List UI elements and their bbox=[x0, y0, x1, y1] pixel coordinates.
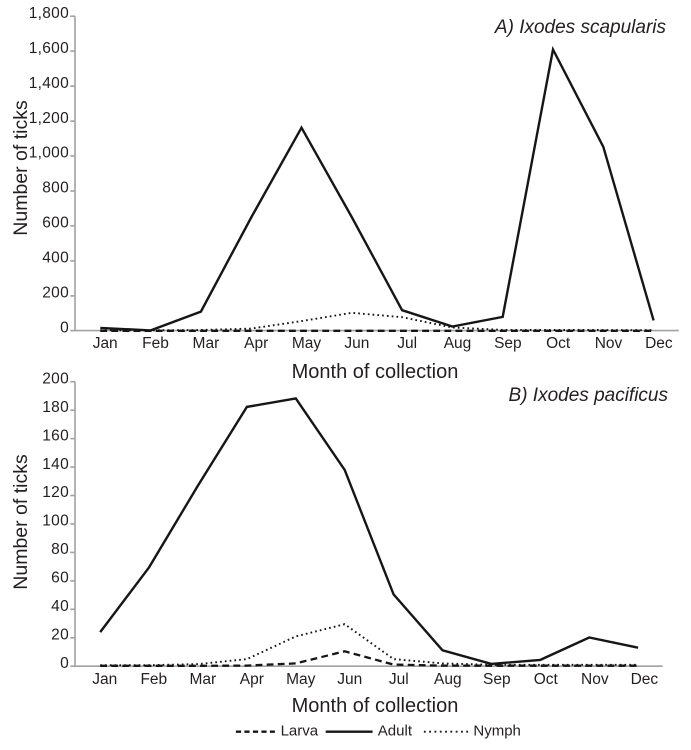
svg-text:B) Ixodes pacificus: B) Ixodes pacificus bbox=[509, 385, 669, 406]
svg-text:400: 400 bbox=[42, 250, 69, 267]
svg-text:100: 100 bbox=[42, 513, 69, 530]
svg-text:Jan: Jan bbox=[93, 335, 118, 352]
svg-text:120: 120 bbox=[42, 484, 69, 501]
svg-text:Jun: Jun bbox=[344, 335, 369, 352]
svg-text:Dec: Dec bbox=[631, 671, 659, 688]
svg-text:0: 0 bbox=[60, 319, 69, 336]
svg-text:Number of ticks: Number of ticks bbox=[10, 454, 32, 590]
svg-text:60: 60 bbox=[51, 570, 69, 587]
svg-text:Apr: Apr bbox=[240, 671, 264, 688]
svg-text:May: May bbox=[286, 671, 316, 688]
svg-text:600: 600 bbox=[42, 215, 69, 232]
svg-text:200: 200 bbox=[42, 370, 69, 387]
svg-text:Number of ticks: Number of ticks bbox=[10, 100, 32, 236]
svg-text:Larva: Larva bbox=[281, 723, 319, 740]
svg-text:80: 80 bbox=[51, 541, 69, 558]
svg-text:Jul: Jul bbox=[397, 335, 417, 352]
svg-text:Oct: Oct bbox=[546, 335, 571, 352]
svg-text:Jun: Jun bbox=[337, 671, 362, 688]
svg-text:Month of collection: Month of collection bbox=[292, 695, 459, 717]
svg-text:Month of collection: Month of collection bbox=[292, 361, 459, 383]
svg-text:20: 20 bbox=[51, 627, 69, 644]
svg-text:Mar: Mar bbox=[193, 335, 220, 352]
svg-text:Sep: Sep bbox=[483, 671, 511, 688]
svg-text:Aug: Aug bbox=[444, 335, 472, 352]
svg-text:200: 200 bbox=[42, 285, 69, 302]
svg-text:180: 180 bbox=[42, 399, 69, 416]
svg-text:Mar: Mar bbox=[189, 671, 216, 688]
svg-text:800: 800 bbox=[42, 180, 69, 197]
svg-text:1,600: 1,600 bbox=[29, 40, 69, 57]
svg-text:1,000: 1,000 bbox=[29, 145, 69, 162]
svg-text:Apr: Apr bbox=[244, 335, 268, 352]
svg-text:1,800: 1,800 bbox=[29, 5, 69, 22]
svg-text:Jul: Jul bbox=[389, 671, 409, 688]
svg-text:1,200: 1,200 bbox=[29, 110, 69, 127]
svg-text:Feb: Feb bbox=[140, 671, 167, 688]
svg-text:Nymph: Nymph bbox=[473, 723, 521, 740]
svg-text:40: 40 bbox=[51, 598, 69, 615]
svg-text:Nov: Nov bbox=[595, 335, 623, 352]
svg-text:Aug: Aug bbox=[434, 671, 462, 688]
svg-text:A) Ixodes scapularis: A) Ixodes scapularis bbox=[494, 17, 667, 38]
svg-text:Adult: Adult bbox=[378, 723, 413, 740]
svg-text:1,400: 1,400 bbox=[29, 75, 69, 92]
svg-text:Sep: Sep bbox=[494, 335, 522, 352]
svg-text:Jan: Jan bbox=[92, 671, 117, 688]
svg-text:Feb: Feb bbox=[142, 335, 169, 352]
svg-text:140: 140 bbox=[42, 456, 69, 473]
svg-text:0: 0 bbox=[60, 655, 69, 672]
svg-text:Oct: Oct bbox=[534, 671, 559, 688]
svg-text:May: May bbox=[292, 335, 322, 352]
svg-text:160: 160 bbox=[42, 427, 69, 444]
svg-text:Dec: Dec bbox=[645, 335, 673, 352]
svg-text:Nov: Nov bbox=[581, 671, 609, 688]
